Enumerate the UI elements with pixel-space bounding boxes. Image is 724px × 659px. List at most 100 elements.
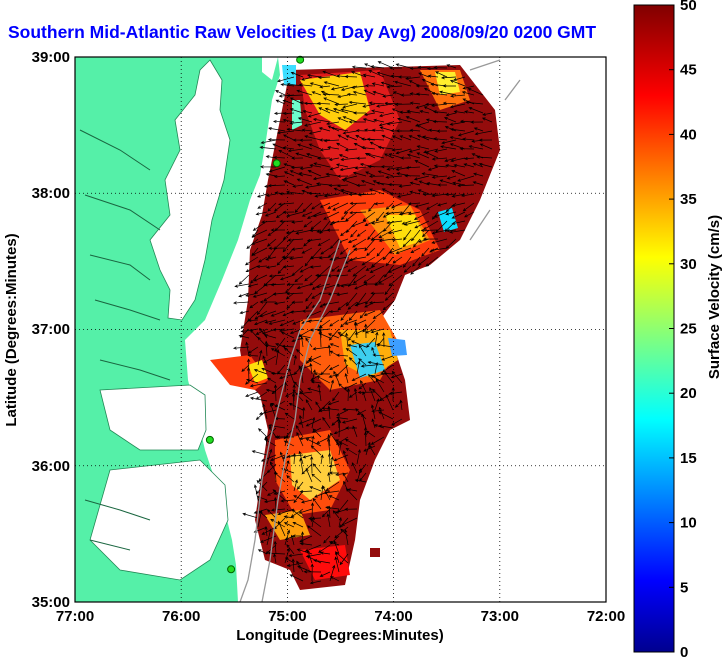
velocity-arrow — [266, 528, 272, 546]
velocity-arrow — [266, 448, 273, 465]
velocity-arrow — [431, 91, 448, 96]
velocity-arrow — [273, 174, 286, 179]
velocity-arrow — [377, 170, 394, 177]
velocity-arrow — [373, 424, 385, 429]
velocity-arrow — [450, 94, 466, 98]
velocity-arrow — [301, 211, 313, 217]
velocity-arrow — [347, 328, 358, 341]
velocity-arrow — [299, 542, 313, 546]
velocity-arrow — [310, 220, 322, 230]
velocity-arrow — [241, 364, 250, 372]
velocity-arrow — [371, 82, 385, 87]
velocity-arrow — [281, 344, 295, 349]
velocity-arrow — [306, 525, 322, 537]
velocity-arrow — [403, 229, 412, 241]
velocity-arrow — [282, 238, 295, 253]
velocity-arrow — [290, 534, 295, 546]
velocity-arrow — [363, 282, 376, 286]
velocity-arrow — [253, 274, 268, 282]
velocity-arrow — [337, 419, 342, 438]
velocity-arrow — [340, 319, 349, 328]
velocity-arrow — [309, 362, 313, 375]
velocity-arrow — [279, 192, 295, 196]
velocity-arrow — [416, 134, 430, 141]
velocity-arrow — [403, 220, 421, 226]
velocity-arrow — [464, 156, 475, 161]
velocity-arrow — [442, 101, 457, 105]
velocity-arrow — [338, 517, 342, 528]
velocity-arrow — [367, 229, 376, 241]
velocity-arrow — [320, 454, 324, 465]
velocity-arrow — [303, 570, 322, 574]
velocity-arrow — [322, 92, 340, 96]
velocity-arrow — [371, 128, 385, 132]
velocity-arrow — [413, 238, 421, 248]
velocity-arrow — [256, 301, 268, 316]
velocity-arrow — [431, 211, 439, 220]
station-marker — [227, 565, 236, 574]
velocity-arrow — [273, 496, 278, 510]
velocity-arrow — [315, 182, 331, 186]
velocity-arrow — [406, 109, 421, 114]
velocity-arrow — [325, 481, 340, 492]
velocity-arrow — [425, 102, 439, 107]
velocity-arrow — [349, 201, 367, 206]
velocity-arrow — [344, 438, 358, 447]
velocity-arrow — [232, 346, 250, 350]
velocity-arrow — [368, 188, 385, 195]
velocity-arrow — [272, 119, 286, 124]
velocity-arrow — [384, 153, 394, 159]
velocity-arrow — [368, 70, 385, 78]
velocity-arrow — [307, 191, 322, 195]
velocity-arrow — [311, 435, 315, 447]
velocity-arrow — [264, 439, 277, 447]
velocity-arrow — [340, 310, 349, 321]
velocity-arrow — [433, 66, 448, 70]
velocity-arrow — [310, 563, 314, 582]
velocity-arrow — [273, 553, 277, 564]
velocity-arrow — [453, 76, 466, 82]
velocity-arrow — [270, 283, 286, 287]
velocity-arrow — [317, 156, 331, 160]
velocity-arrow — [301, 247, 313, 254]
velocity-arrow — [361, 413, 367, 429]
velocity-arrow — [268, 319, 286, 325]
velocity-arrow — [337, 117, 349, 123]
velocity-arrow — [358, 344, 367, 357]
velocity-arrow — [282, 134, 295, 141]
velocity-arrow — [311, 283, 322, 290]
velocity-arrow — [284, 557, 295, 564]
depth-contours — [239, 59, 521, 602]
velocity-arrow — [340, 188, 358, 195]
velocity-arrow — [331, 265, 340, 272]
velocity-arrow — [267, 247, 277, 259]
velocity-arrow — [451, 202, 466, 208]
velocity-arrow — [481, 117, 493, 123]
velocity-arrow — [361, 256, 376, 266]
velocity-arrow — [369, 387, 376, 402]
velocity-arrow — [343, 358, 349, 375]
velocity-arrow — [282, 99, 295, 105]
x-axis-label: Longitude (Degrees:Minutes) — [236, 627, 444, 644]
velocity-arrow — [360, 364, 376, 368]
velocity-arrow — [286, 282, 304, 286]
velocity-arrow — [292, 452, 297, 465]
velocity-arrow — [463, 163, 475, 168]
velocity-arrow — [380, 81, 394, 87]
velocity-arrow — [449, 136, 466, 141]
velocity-arrow — [318, 256, 331, 260]
velocity-arrow — [431, 193, 448, 198]
velocity-arrow — [340, 283, 358, 288]
velocity-arrow — [382, 301, 394, 311]
velocity-arrow — [363, 431, 368, 447]
velocity-arrow — [342, 450, 349, 465]
velocity-arrow — [384, 101, 403, 105]
colorbar-tick: 0 — [680, 644, 688, 659]
velocity-arrow — [329, 564, 336, 582]
colorbar-tick: 35 — [680, 191, 697, 208]
velocity-arrow — [367, 360, 385, 366]
velocity-arrow — [362, 73, 376, 78]
velocity-arrow — [395, 63, 412, 69]
velocity-arrow — [285, 283, 295, 294]
velocity-arrow — [414, 202, 430, 208]
